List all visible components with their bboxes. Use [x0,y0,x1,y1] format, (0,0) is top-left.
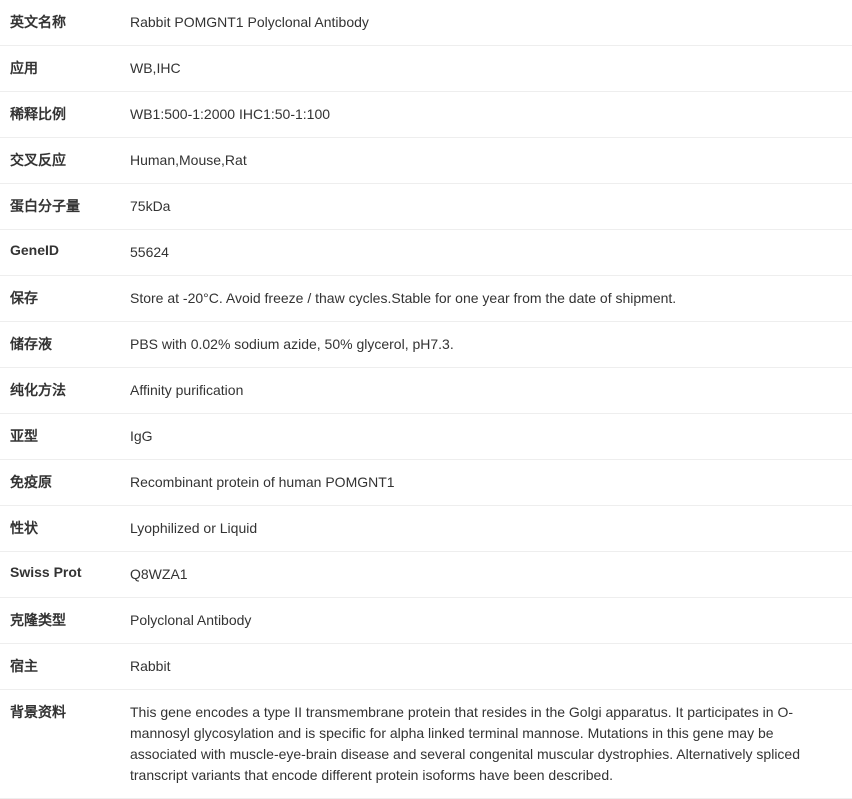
spec-table: 英文名称 Rabbit POMGNT1 Polyclonal Antibody … [0,0,852,799]
spec-row: 交叉反应 Human,Mouse,Rat [0,138,852,184]
spec-row: 应用 WB,IHC [0,46,852,92]
spec-label: 储存液 [10,334,130,355]
spec-value: Store at -20°C. Avoid freeze / thaw cycl… [130,288,842,309]
spec-row: 亚型 IgG [0,414,852,460]
spec-label: 背景资料 [10,702,130,786]
spec-value: Human,Mouse,Rat [130,150,842,171]
spec-row: 背景资料 This gene encodes a type II transme… [0,690,852,799]
spec-label: 性状 [10,518,130,539]
spec-value: Affinity purification [130,380,842,401]
spec-label: 保存 [10,288,130,309]
spec-value: IgG [130,426,842,447]
spec-label: 交叉反应 [10,150,130,171]
spec-value: Rabbit POMGNT1 Polyclonal Antibody [130,12,842,33]
spec-row: 储存液 PBS with 0.02% sodium azide, 50% gly… [0,322,852,368]
spec-row: 性状 Lyophilized or Liquid [0,506,852,552]
spec-value: Lyophilized or Liquid [130,518,842,539]
spec-row: 纯化方法 Affinity purification [0,368,852,414]
spec-value: This gene encodes a type II transmembran… [130,702,842,786]
spec-value: Polyclonal Antibody [130,610,842,631]
spec-row: 稀释比例 WB1:500-1:2000 IHC1:50-1:100 [0,92,852,138]
spec-value: 75kDa [130,196,842,217]
spec-value: WB1:500-1:2000 IHC1:50-1:100 [130,104,842,125]
spec-label: 亚型 [10,426,130,447]
spec-label: 英文名称 [10,12,130,33]
spec-row: 克隆类型 Polyclonal Antibody [0,598,852,644]
spec-label: 纯化方法 [10,380,130,401]
spec-value: WB,IHC [130,58,842,79]
spec-label: 免疫原 [10,472,130,493]
spec-value: 55624 [130,242,842,263]
spec-label: 克隆类型 [10,610,130,631]
spec-value: Rabbit [130,656,842,677]
spec-row: 宿主 Rabbit [0,644,852,690]
spec-row: GeneID 55624 [0,230,852,276]
spec-row: 免疫原 Recombinant protein of human POMGNT1 [0,460,852,506]
spec-label: GeneID [10,242,130,263]
spec-value: Q8WZA1 [130,564,842,585]
spec-label: Swiss Prot [10,564,130,585]
spec-label: 稀释比例 [10,104,130,125]
spec-label: 应用 [10,58,130,79]
spec-row: 蛋白分子量 75kDa [0,184,852,230]
spec-row: Swiss Prot Q8WZA1 [0,552,852,598]
spec-label: 蛋白分子量 [10,196,130,217]
spec-label: 宿主 [10,656,130,677]
spec-row: 保存 Store at -20°C. Avoid freeze / thaw c… [0,276,852,322]
spec-row: 英文名称 Rabbit POMGNT1 Polyclonal Antibody [0,0,852,46]
spec-value: Recombinant protein of human POMGNT1 [130,472,842,493]
spec-value: PBS with 0.02% sodium azide, 50% glycero… [130,334,842,355]
